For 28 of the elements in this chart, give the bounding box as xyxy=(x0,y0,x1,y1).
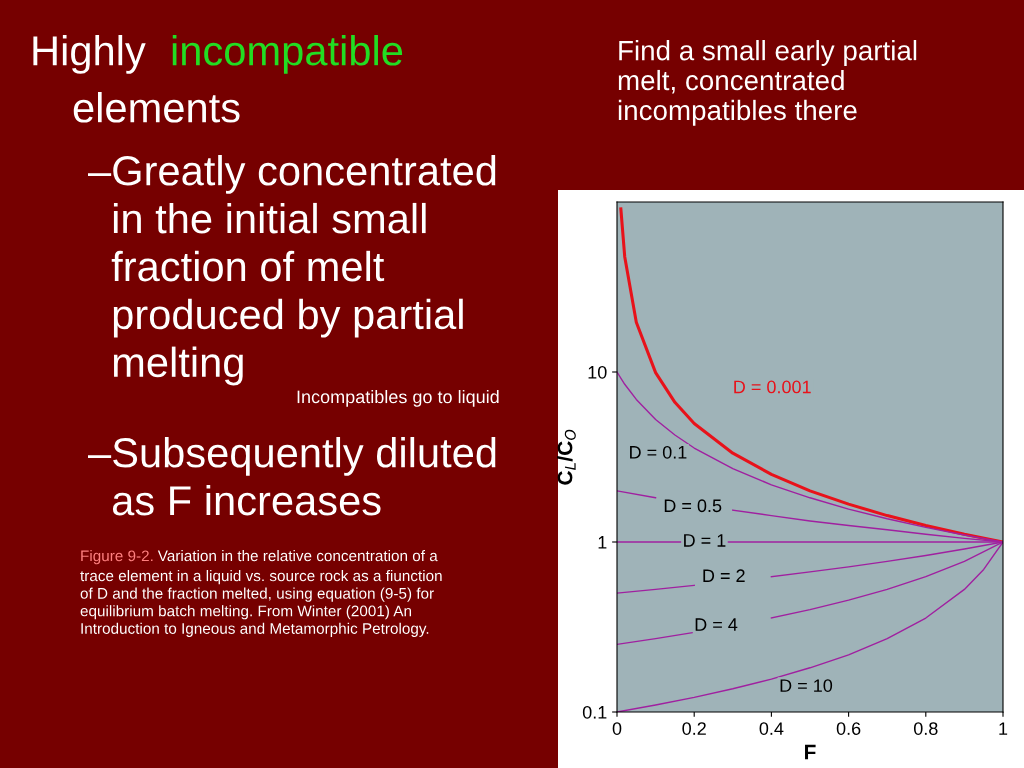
series-label: D = 0.1 xyxy=(630,445,687,459)
y-tick-label: 0.1 xyxy=(582,705,607,719)
x-tick-label: 0.6 xyxy=(836,722,861,735)
text: elements xyxy=(73,92,240,123)
x-tick-label: 0 xyxy=(612,722,622,735)
text: D = 0.001 xyxy=(734,380,811,394)
series-label: D = 2 xyxy=(703,569,745,582)
text: trace element in a liquid vs. source rock as a fiunction of D and the fraction melted, using equation (9-5) for equilibrium batch melting. From Winter (2001) An Introduction to Igneous and Metamorphic Petrology. xyxy=(80,570,442,637)
text: Find a small early partial melt, concentrated incompatibles there xyxy=(618,40,917,126)
x-tick-label: 0.4 xyxy=(759,722,784,735)
x-axis-title: F xyxy=(805,744,816,760)
text: –Subsequently diluted as F increases xyxy=(88,437,496,516)
text: –Greatly concentrated in the initial small fraction of melt produced by partial melting xyxy=(88,155,496,386)
text: Incompatibles go to liquid xyxy=(297,390,499,407)
y-tick-label: 1 xyxy=(598,536,607,549)
text: Highly xyxy=(33,35,146,74)
caption: Figure 9-2. xyxy=(81,550,153,565)
series-label: D = 0.5 xyxy=(664,499,722,513)
x-tick-label: 0.8 xyxy=(913,722,938,735)
x-tick-label: 0.2 xyxy=(682,722,706,735)
y-tick-label: 10 xyxy=(588,365,607,379)
text: Variation in the relative concentration of a xyxy=(157,550,438,562)
text: incompatible xyxy=(172,35,403,74)
series-label: D = 4 xyxy=(695,618,738,631)
y-axis-title: C$_{L}$/C$_{O}$ xyxy=(557,429,576,485)
series-label: D = 1 xyxy=(684,534,726,547)
x-tick-label: 1 xyxy=(999,722,1008,735)
series-label: D = 10 xyxy=(780,679,833,693)
